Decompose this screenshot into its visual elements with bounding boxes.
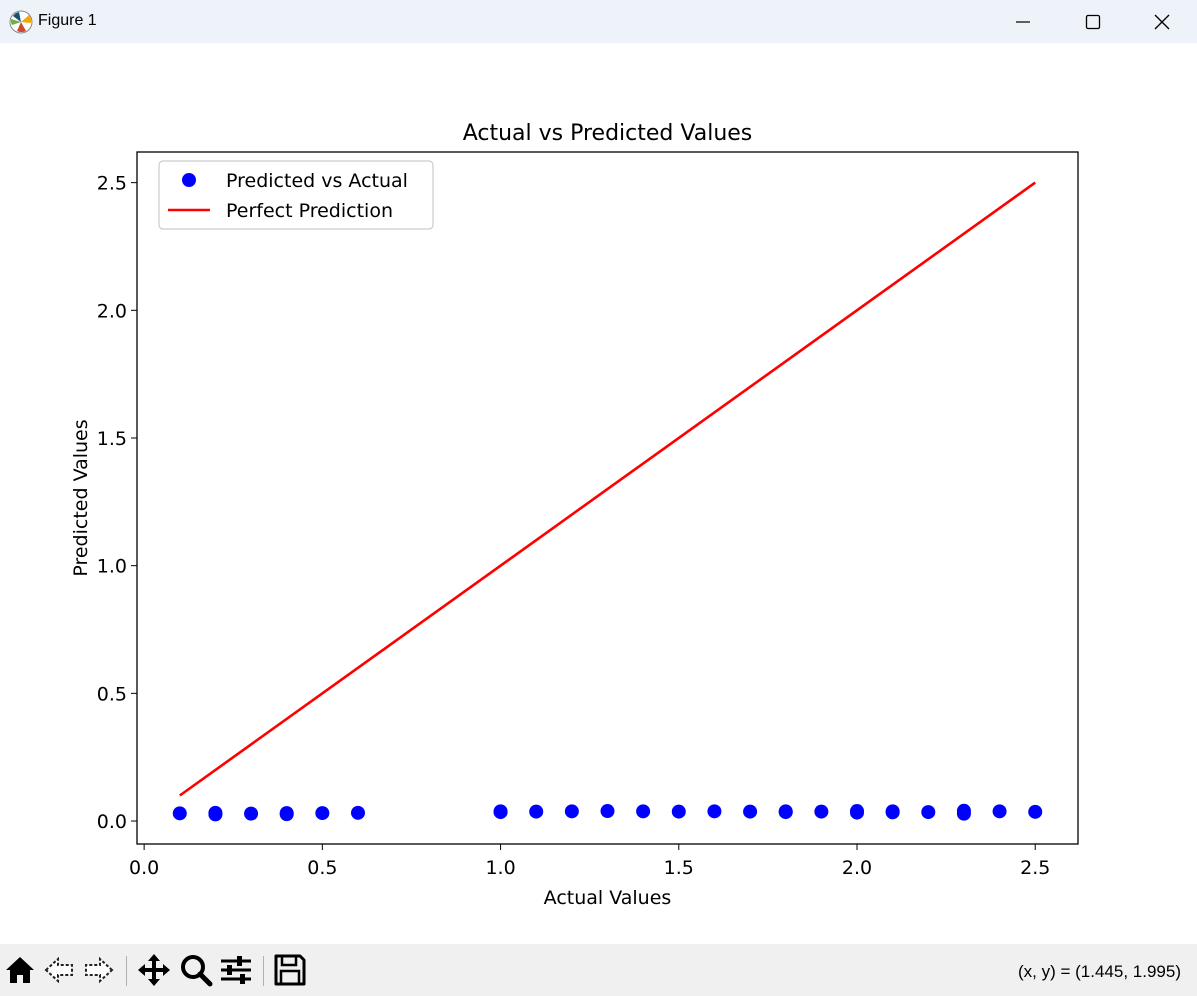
scatter-point bbox=[600, 804, 615, 819]
sliders-icon bbox=[221, 956, 251, 984]
scatter-point bbox=[529, 804, 544, 819]
scatter-point bbox=[1028, 804, 1043, 819]
move-icon bbox=[138, 954, 170, 986]
save-button[interactable] bbox=[272, 952, 308, 988]
scatter-point bbox=[814, 804, 829, 819]
x-tick-label: 0.0 bbox=[129, 857, 159, 879]
figure-canvas[interactable]: Actual vs Predicted Values Actual Values P… bbox=[0, 43, 1197, 944]
y-tick-label: 2.0 bbox=[97, 300, 127, 322]
close-icon bbox=[1154, 14, 1170, 30]
scatter-point bbox=[921, 805, 936, 820]
x-tick-label: 0.5 bbox=[307, 857, 337, 879]
plot-frame bbox=[136, 151, 1079, 845]
scatter-point bbox=[350, 805, 365, 820]
y-tick-label: 0.0 bbox=[97, 811, 127, 833]
scatter-point bbox=[493, 805, 508, 820]
scatter-point bbox=[244, 806, 259, 821]
close-button[interactable] bbox=[1127, 0, 1197, 43]
back-button[interactable] bbox=[42, 952, 78, 988]
scatter-point bbox=[279, 807, 294, 822]
y-axis-label: Predicted Values bbox=[70, 419, 92, 576]
configure-subplots-button[interactable] bbox=[218, 952, 254, 988]
scatter-point bbox=[564, 804, 579, 819]
x-tick-label: 2.5 bbox=[1020, 857, 1050, 879]
y-tick-label: 1.0 bbox=[97, 556, 127, 578]
legend-marker-point bbox=[182, 173, 196, 187]
scatter-point bbox=[885, 805, 900, 820]
chart: Actual vs Predicted Values Actual Values P… bbox=[70, 121, 1079, 909]
scatter-point bbox=[778, 805, 793, 820]
matplotlib-logo-icon bbox=[9, 10, 33, 34]
forward-button[interactable] bbox=[80, 952, 116, 988]
scatter-point bbox=[208, 807, 223, 822]
window-title: Figure 1 bbox=[38, 12, 97, 29]
perfect-prediction-line bbox=[179, 181, 1036, 797]
window-title-bar: Figure 1 bbox=[0, 0, 1197, 43]
x-tick-label: 1.0 bbox=[485, 857, 515, 879]
x-tick-label: 1.5 bbox=[664, 857, 694, 879]
floppy-disk-icon bbox=[274, 954, 306, 986]
x-tick-label: 2.0 bbox=[842, 857, 872, 879]
navigation-toolbar: (x, y) = (1.445, 1.995) bbox=[0, 944, 1197, 996]
maximize-button[interactable] bbox=[1058, 0, 1128, 43]
legend-box bbox=[158, 160, 434, 230]
scatter-point bbox=[315, 806, 330, 821]
toolbar-separator bbox=[126, 956, 127, 986]
minimize-button[interactable] bbox=[988, 0, 1058, 43]
scatter-point bbox=[671, 804, 686, 819]
y-tick-label: 1.5 bbox=[97, 428, 127, 450]
toolbar-separator bbox=[263, 956, 264, 986]
scatter-point bbox=[743, 804, 758, 819]
zoom-button[interactable] bbox=[178, 952, 214, 988]
maximize-icon bbox=[1085, 14, 1101, 30]
chart-title: Actual vs Predicted Values bbox=[463, 121, 753, 146]
home-icon bbox=[6, 957, 34, 983]
legend-entry: Perfect Prediction bbox=[226, 200, 393, 222]
scatter-point bbox=[172, 806, 187, 821]
scatter-point bbox=[992, 804, 1007, 819]
home-button[interactable] bbox=[2, 952, 38, 988]
minimize-icon bbox=[1016, 21, 1030, 23]
cursor-coordinates: (x, y) = (1.445, 1.995) bbox=[1018, 962, 1181, 981]
legend-entry: Predicted vs Actual bbox=[226, 170, 408, 192]
back-arrow-icon bbox=[44, 956, 73, 984]
scatter-point bbox=[850, 805, 865, 820]
forward-arrow-icon bbox=[85, 956, 114, 984]
scatter-point bbox=[956, 806, 971, 821]
y-tick-label: 2.5 bbox=[97, 173, 127, 195]
scatter-point bbox=[707, 804, 722, 819]
x-axis-label: Actual Values bbox=[544, 887, 672, 909]
pan-button[interactable] bbox=[136, 952, 172, 988]
magnifier-icon bbox=[181, 955, 213, 987]
y-tick-label: 0.5 bbox=[97, 683, 127, 705]
scatter-point bbox=[636, 804, 651, 819]
